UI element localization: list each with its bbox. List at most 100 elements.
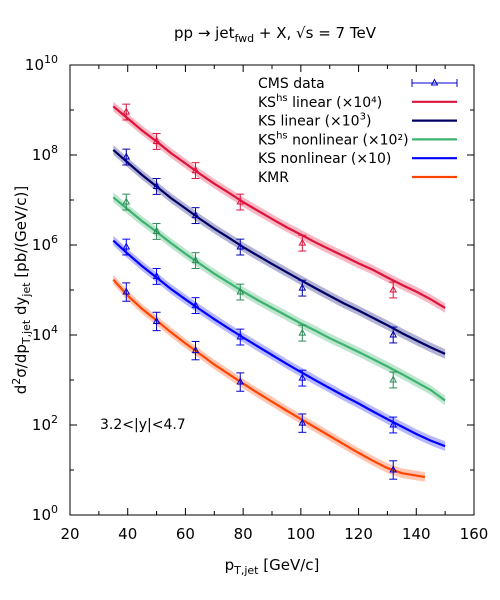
legend-entry-ks_lin: KS linear (×103) — [258, 112, 457, 130]
data-point-ks_lin — [191, 207, 200, 225]
x-tick-label: 140 — [402, 525, 431, 543]
legend-label: KShs linear (×10⁴) — [258, 93, 382, 111]
triangle-marker — [152, 136, 161, 144]
x-tick-label: 60 — [176, 525, 195, 543]
rapidity-annotation: 3.2<|y|<4.7 — [100, 417, 186, 433]
series-lines — [112, 105, 446, 479]
band-kshs_lin — [113, 101, 446, 313]
data-point-kmr — [389, 460, 398, 480]
svg-text:pp → jetfwd + X, √s = 7 TeV: pp → jetfwd + X, √s = 7 TeV — [174, 24, 377, 45]
triangle-marker — [152, 226, 161, 234]
legend-label: CMS data — [258, 76, 325, 92]
x-tick-label: 20 — [60, 525, 79, 543]
x-tick-label: 40 — [118, 525, 137, 543]
y-axis-ticks: 100 102 104 106 108 1010 — [25, 53, 474, 524]
data-point-kshs_nonlin — [389, 371, 398, 389]
data-point-kshs_lin — [191, 162, 200, 180]
y-axis-label: d2σ/dpT,jet dyjet [pb/(GeV/c)] — [10, 186, 33, 395]
y-axis-label-sup: 2 — [10, 378, 23, 385]
triangle-marker — [122, 152, 131, 160]
data-point-kshs_nonlin — [298, 324, 307, 342]
data-point-kshs_lin — [236, 193, 245, 211]
data-point-kmr — [191, 340, 200, 361]
triangle-marker — [122, 107, 131, 115]
data-point-ks_nonlin — [191, 297, 200, 315]
x-axis-label-sub: T,jet — [233, 564, 259, 577]
y-tick-label: 102 — [32, 413, 58, 434]
data-point-ks_nonlin — [389, 416, 398, 434]
band-ks_nonlin — [113, 235, 446, 451]
y-axis-label-a: σ/dp — [12, 344, 30, 378]
data-point-kshs_lin — [152, 133, 161, 150]
triangle-marker — [236, 332, 245, 340]
legend-entry-ks_nonlin: KS nonlinear (×10) — [258, 151, 457, 167]
y-tick-label: 104 — [32, 323, 58, 344]
legend-data-marker — [430, 78, 439, 86]
triangle-marker — [389, 465, 398, 473]
y-axis-label-c: [pb/(GeV/c)] — [12, 186, 30, 283]
triangle-marker — [298, 418, 307, 426]
line-kmr — [112, 278, 426, 479]
legend-entry-data: CMS data — [258, 76, 458, 92]
line-ks_nonlin — [112, 239, 446, 448]
triangle-marker — [152, 316, 161, 324]
data-point-ks_nonlin — [152, 268, 161, 285]
triangle-marker — [191, 301, 200, 309]
data-point-ks_nonlin — [122, 238, 131, 256]
data-point-kshs_nonlin — [122, 193, 131, 211]
triangle-marker — [122, 287, 131, 295]
data-point-ks_lin — [298, 279, 307, 297]
y-tick-label: 108 — [32, 143, 58, 164]
x-axis-label-rest: [GeV/c] — [259, 556, 320, 574]
legend-label: KShs nonlinear (×10²) — [258, 130, 409, 148]
y-axis-label-sub1: T,jet — [20, 319, 33, 345]
data-point-kshs_lin — [122, 103, 131, 121]
triangle-marker — [236, 377, 245, 385]
data-point-kshs_nonlin — [191, 252, 200, 270]
line-kshs_nonlin — [112, 196, 446, 402]
data-point-kshs_lin — [298, 234, 307, 252]
legend-entry-kmr: KMR — [258, 170, 457, 186]
x-axis-ticks: 20 40 60 80 100 120 140 160 — [60, 65, 488, 543]
line-ks_lin — [112, 149, 446, 355]
x-tick-label: 160 — [460, 525, 489, 543]
y-axis-label-b: dy — [12, 296, 30, 319]
triangle-marker — [298, 238, 307, 246]
triangle-marker — [152, 181, 161, 189]
y-axis-label-lead: d — [12, 385, 30, 395]
triangle-marker — [389, 420, 398, 428]
data-point-kshs_lin — [389, 281, 398, 299]
triangle-marker — [298, 328, 307, 336]
data-point-kmr — [122, 282, 131, 302]
y-tick-label: 100 — [32, 503, 58, 524]
data-point-kshs_nonlin — [152, 223, 161, 240]
chart-title-main: pp → jet — [174, 24, 235, 42]
x-axis-label: pT,jet [GeV/c] — [225, 556, 320, 577]
triangle-marker — [236, 287, 245, 295]
triangle-marker — [236, 242, 245, 250]
data-point-kmr — [236, 372, 245, 392]
legend-entry-kshs_nonlin: KShs nonlinear (×10²) — [258, 130, 457, 148]
data-point-ks_nonlin — [236, 328, 245, 346]
legend-label: KS nonlinear (×10) — [258, 151, 391, 167]
triangle-marker — [389, 375, 398, 383]
data-point-ks_lin — [389, 326, 398, 344]
data-point-kmr — [298, 413, 307, 433]
data-point-ks_lin — [122, 148, 131, 166]
chart-title-rest: + X, √s = 7 TeV — [254, 24, 377, 42]
y-axis-label-sub2: jet — [20, 282, 33, 298]
triangle-marker — [389, 285, 398, 293]
triangle-marker — [191, 256, 200, 264]
x-tick-label: 80 — [234, 525, 253, 543]
triangle-marker — [298, 373, 307, 381]
legend-entry-kshs_lin: KShs linear (×10⁴) — [258, 93, 457, 111]
chart-title-sub: fwd — [234, 32, 254, 45]
y-tick-label: 106 — [32, 233, 58, 254]
data-point-kmr — [152, 311, 161, 332]
band-kshs_nonlin — [113, 192, 446, 406]
x-tick-label: 100 — [287, 525, 316, 543]
triangle-marker — [236, 197, 245, 205]
triangle-marker — [122, 197, 131, 205]
